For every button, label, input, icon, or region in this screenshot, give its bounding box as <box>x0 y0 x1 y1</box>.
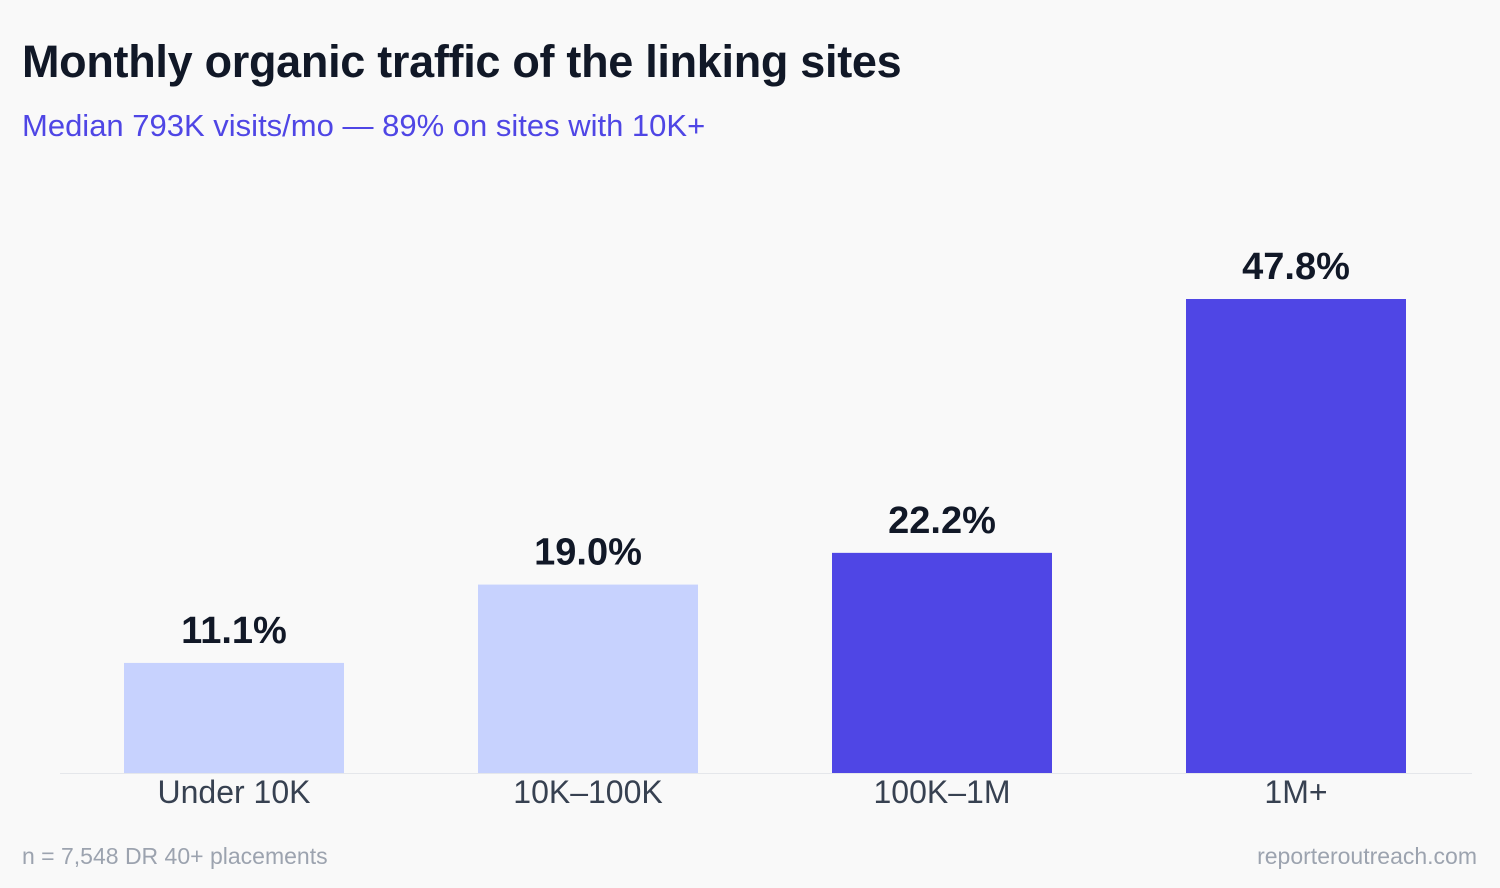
bar-3 <box>1186 299 1406 773</box>
source-credit: reporteroutreach.com <box>1257 843 1477 869</box>
x-tick-label-0: Under 10K <box>158 774 311 810</box>
x-tick-label-2: 100K–1M <box>874 774 1011 810</box>
bar-2 <box>832 552 1052 773</box>
bar-value-label-1: 19.0% <box>534 532 642 574</box>
chart-title: Monthly organic traffic of the linking s… <box>22 36 902 87</box>
x-tick-label-3: 1M+ <box>1264 774 1327 810</box>
sample-size-note: n = 7,548 DR 40+ placements <box>22 843 328 869</box>
bar-value-label-0: 11.1% <box>181 610 287 652</box>
bar-0 <box>124 662 344 773</box>
bar-1 <box>478 584 698 773</box>
chart-subtitle: Median 793K visits/mo — 89% on sites wit… <box>22 108 706 143</box>
x-tick-label-1: 10K–100K <box>513 774 662 810</box>
bar-value-label-3: 47.8% <box>1242 246 1350 288</box>
bar-value-label-2: 22.2% <box>888 500 996 542</box>
